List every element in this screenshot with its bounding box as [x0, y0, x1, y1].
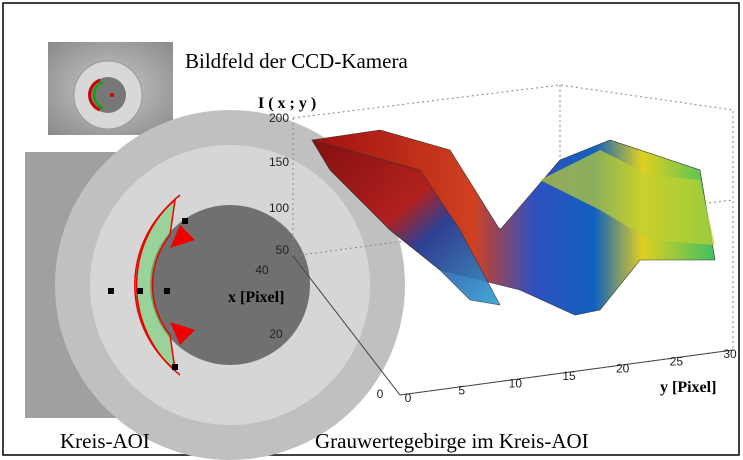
z-axis-label: I ( x ; y ) [258, 95, 316, 112]
caption-top: Bildfeld der CCD-Kamera [185, 49, 408, 73]
z-tick-label: 100 [269, 201, 289, 215]
x-axis-label: x [Pixel] [228, 289, 284, 306]
y-tick-label: 25 [670, 354, 684, 368]
thumbnail-photo [48, 42, 173, 135]
y-tick-label: 5 [458, 384, 465, 398]
x-tick-label: 40 [255, 263, 269, 277]
plot-axes [292, 255, 734, 396]
surface [311, 129, 716, 316]
aoi-photo [25, 110, 405, 460]
x-tick-label: 20 [269, 327, 283, 341]
y-tick-label: 10 [509, 376, 523, 390]
z-tick-label: 50 [276, 243, 290, 257]
y-tick-label: 30 [723, 347, 737, 361]
z-tick-label: 200 [269, 111, 289, 125]
caption-right: Grauwertegebirge im Kreis-AOI [315, 429, 589, 453]
y-tick-label: 15 [562, 369, 576, 383]
y-tick-label: 20 [616, 362, 630, 376]
caption-left: Kreis-AOI [60, 429, 150, 453]
plot-box [292, 84, 734, 396]
y-tick-label: 0 [405, 391, 412, 405]
x-tick-label: 0 [377, 387, 384, 401]
z-tick-label: 150 [269, 155, 289, 169]
y-axis-label: y [Pixel] [660, 379, 716, 396]
